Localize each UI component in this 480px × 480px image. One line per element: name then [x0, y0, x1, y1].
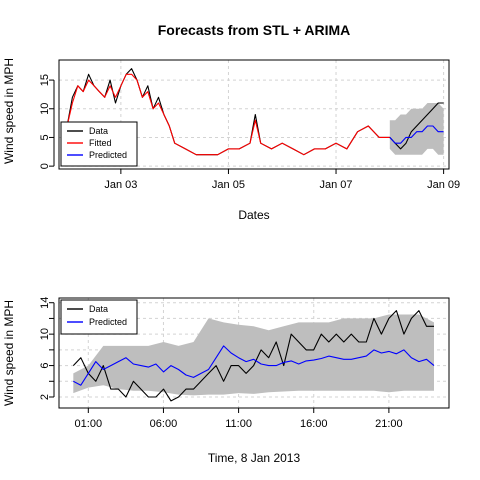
confidence-band-2	[73, 314, 435, 396]
bottom-y-axis-label: Wind speed in MPH	[2, 300, 16, 406]
bottom-confidence-band	[73, 314, 435, 396]
bottom-chart: Time, 8 Jan 2013 Wind speed in MPH 01:00…	[2, 297, 450, 465]
y-tick-label: 5	[39, 134, 51, 140]
confidence-band-2	[389, 103, 444, 155]
x-tick-label: 01:00	[75, 418, 103, 430]
x-tick-label: 06:00	[150, 418, 178, 430]
legend-label-data: Data	[89, 304, 108, 314]
x-tick-label: 16:00	[300, 418, 328, 430]
bottom-legend: Data Predicted	[60, 299, 138, 335]
x-tick-label: 11:00	[225, 418, 252, 430]
series-line-predicted	[73, 345, 435, 386]
y-tick-label: 14	[39, 297, 51, 309]
legend-box	[60, 121, 138, 167]
bottom-x-ticks: 01:00 06:00 11:00 16:00 21:00	[75, 408, 403, 430]
y-tick-label: 6	[39, 363, 51, 369]
x-tick-label: 21:00	[375, 418, 403, 430]
series-line-fitted	[66, 73, 390, 156]
top-legend: Data Fitted Predicted	[60, 121, 138, 167]
top-x-axis-label: Dates	[238, 208, 269, 222]
x-tick-label: Jan 05	[212, 179, 245, 191]
top-chart-title: Forecasts from STL + ARIMA	[158, 22, 351, 38]
bottom-series-lines	[72, 310, 435, 402]
bottom-y-ticks: 2 6 10 14	[39, 297, 55, 400]
y-tick-label: 0	[39, 163, 51, 169]
legend-label-data: Data	[89, 126, 108, 136]
top-x-ticks: Jan 03 Jan 05 Jan 07 Jan 09	[104, 169, 460, 191]
x-tick-label: Jan 09	[427, 179, 460, 191]
legend-label-fitted: Fitted	[89, 138, 112, 148]
x-tick-label: Jan 03	[104, 179, 137, 191]
top-chart: Forecasts from STL + ARIMA Dates Wind sp…	[2, 22, 460, 222]
y-tick-label: 10	[39, 328, 51, 340]
bottom-plot-frame	[58, 297, 450, 409]
top-series-lines	[66, 68, 444, 156]
top-y-ticks: 0 5 10 15	[39, 74, 55, 169]
series-line-predicted	[389, 125, 444, 144]
legend-label-predicted: Predicted	[89, 150, 127, 160]
top-plot-frame	[58, 59, 450, 170]
y-tick-label: 15	[39, 74, 51, 86]
top-confidence-band	[389, 103, 444, 155]
y-tick-label: 2	[39, 394, 51, 400]
legend-label-predicted: Predicted	[89, 317, 127, 327]
y-tick-label: 10	[39, 103, 51, 115]
bottom-x-axis-label: Time, 8 Jan 2013	[208, 451, 301, 465]
x-tick-label: Jan 07	[320, 179, 353, 191]
legend-box	[60, 299, 138, 335]
top-y-axis-label: Wind speed in MPH	[2, 58, 16, 164]
series-line-data	[72, 310, 434, 402]
